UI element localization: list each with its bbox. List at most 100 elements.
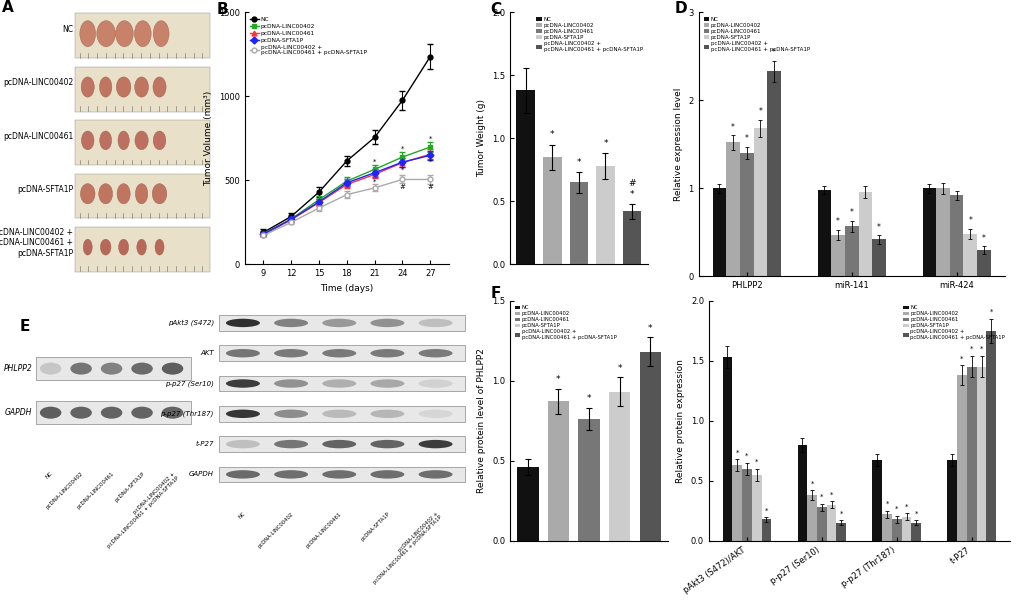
Text: *: * (836, 217, 840, 226)
Text: *: * (616, 364, 622, 373)
Text: *: * (745, 453, 748, 459)
Text: pcDNA-LINC00461: pcDNA-LINC00461 (3, 132, 73, 141)
Ellipse shape (117, 184, 130, 204)
Bar (608, 392, 630, 541)
Bar (871, 239, 884, 276)
Bar (806, 495, 816, 541)
Text: NC: NC (62, 25, 73, 34)
Text: PHLPP2: PHLPP2 (3, 364, 33, 373)
Bar (836, 523, 846, 541)
Bar (871, 460, 881, 541)
Bar (830, 235, 844, 276)
Text: D: D (674, 1, 686, 16)
Ellipse shape (101, 362, 122, 374)
Text: pcDNA-LINC00461: pcDNA-LINC00461 (75, 471, 115, 510)
Ellipse shape (322, 349, 356, 358)
Text: C: C (490, 2, 501, 17)
Bar (753, 129, 766, 276)
Text: *: * (428, 159, 431, 165)
Bar (891, 519, 901, 541)
Ellipse shape (322, 379, 356, 388)
Text: *: * (555, 375, 560, 384)
Legend: NC, pcDNA-LINC00402, pcDNA-LINC00461, pcDNA-SFTA1P, pcDNA-LINC00402 +
pcDNA-LINC: NC, pcDNA-LINC00402, pcDNA-LINC00461, pc… (901, 303, 1006, 343)
Text: *: * (884, 501, 888, 507)
Text: pcDNA-LINC00402 +
pcDNA-LINC00461 +
pcDNA-SFTA1P: pcDNA-LINC00402 + pcDNA-LINC00461 + pcDN… (0, 228, 73, 258)
Text: *: * (373, 178, 376, 185)
Text: NC: NC (45, 471, 54, 480)
Text: *: * (771, 48, 775, 57)
FancyBboxPatch shape (219, 466, 465, 482)
Y-axis label: Relative protein expression: Relative protein expression (676, 359, 685, 483)
Bar (911, 523, 920, 541)
Text: *: * (400, 167, 404, 173)
Y-axis label: Tumor Weight (g): Tumor Weight (g) (477, 99, 486, 177)
Text: *: * (876, 222, 880, 231)
Ellipse shape (84, 239, 92, 255)
Ellipse shape (79, 20, 96, 47)
Text: *: * (829, 492, 833, 498)
Bar (881, 514, 891, 541)
FancyBboxPatch shape (219, 406, 465, 422)
Ellipse shape (137, 239, 146, 255)
Text: *: * (428, 136, 431, 142)
Bar (739, 153, 753, 276)
Ellipse shape (274, 440, 308, 448)
Text: *: * (904, 504, 907, 510)
Text: *: * (810, 481, 813, 487)
Ellipse shape (40, 407, 61, 419)
Y-axis label: Relative protein level of PHLPP2: Relative protein level of PHLPP2 (477, 348, 486, 493)
Bar (732, 465, 742, 541)
Ellipse shape (418, 410, 452, 418)
Text: *: * (758, 107, 761, 116)
Text: *: * (914, 511, 917, 517)
Text: *: * (839, 511, 843, 517)
Text: p-p27 (Thr187): p-p27 (Thr187) (160, 410, 214, 417)
Ellipse shape (162, 407, 183, 419)
Text: *: * (602, 139, 607, 148)
Ellipse shape (322, 319, 356, 327)
Text: AKT: AKT (200, 350, 214, 356)
Text: *: * (744, 135, 748, 144)
Ellipse shape (153, 20, 169, 47)
Text: pcDNA-SFTA1P: pcDNA-SFTA1P (360, 511, 390, 542)
Text: #: # (399, 184, 405, 190)
Bar (935, 188, 949, 276)
Ellipse shape (226, 349, 260, 358)
FancyBboxPatch shape (219, 315, 465, 331)
Text: *: * (967, 216, 971, 225)
Text: *: * (735, 450, 738, 456)
Text: *: * (981, 234, 985, 243)
Ellipse shape (418, 470, 452, 478)
Bar (751, 475, 761, 541)
Ellipse shape (131, 362, 153, 374)
Bar (569, 182, 588, 264)
Text: #: # (427, 184, 433, 190)
Text: *: * (400, 146, 404, 152)
Text: *: * (373, 159, 376, 165)
Ellipse shape (226, 470, 260, 478)
FancyBboxPatch shape (75, 13, 210, 58)
Text: pcDNA-LINC00402: pcDNA-LINC00402 (257, 511, 294, 549)
Ellipse shape (118, 131, 129, 150)
Text: pcDNA-LINC00402: pcDNA-LINC00402 (3, 78, 73, 87)
Bar (901, 517, 911, 541)
Text: pcDNA-SFTA1P: pcDNA-SFTA1P (17, 185, 73, 194)
Ellipse shape (131, 407, 153, 419)
Y-axis label: Relative expression level: Relative expression level (674, 88, 683, 201)
Ellipse shape (226, 440, 260, 448)
Bar (639, 352, 660, 541)
Ellipse shape (370, 470, 404, 478)
FancyBboxPatch shape (36, 401, 191, 424)
Text: *: * (895, 506, 898, 512)
Ellipse shape (322, 440, 356, 448)
Ellipse shape (370, 349, 404, 358)
Ellipse shape (226, 410, 260, 418)
Ellipse shape (274, 349, 308, 358)
Ellipse shape (116, 77, 130, 97)
Y-axis label: Tumor Volume (mm³): Tumor Volume (mm³) (204, 91, 213, 186)
Ellipse shape (100, 239, 111, 255)
FancyBboxPatch shape (36, 358, 191, 380)
Bar (517, 467, 538, 541)
Bar (949, 195, 963, 276)
Ellipse shape (370, 410, 404, 418)
